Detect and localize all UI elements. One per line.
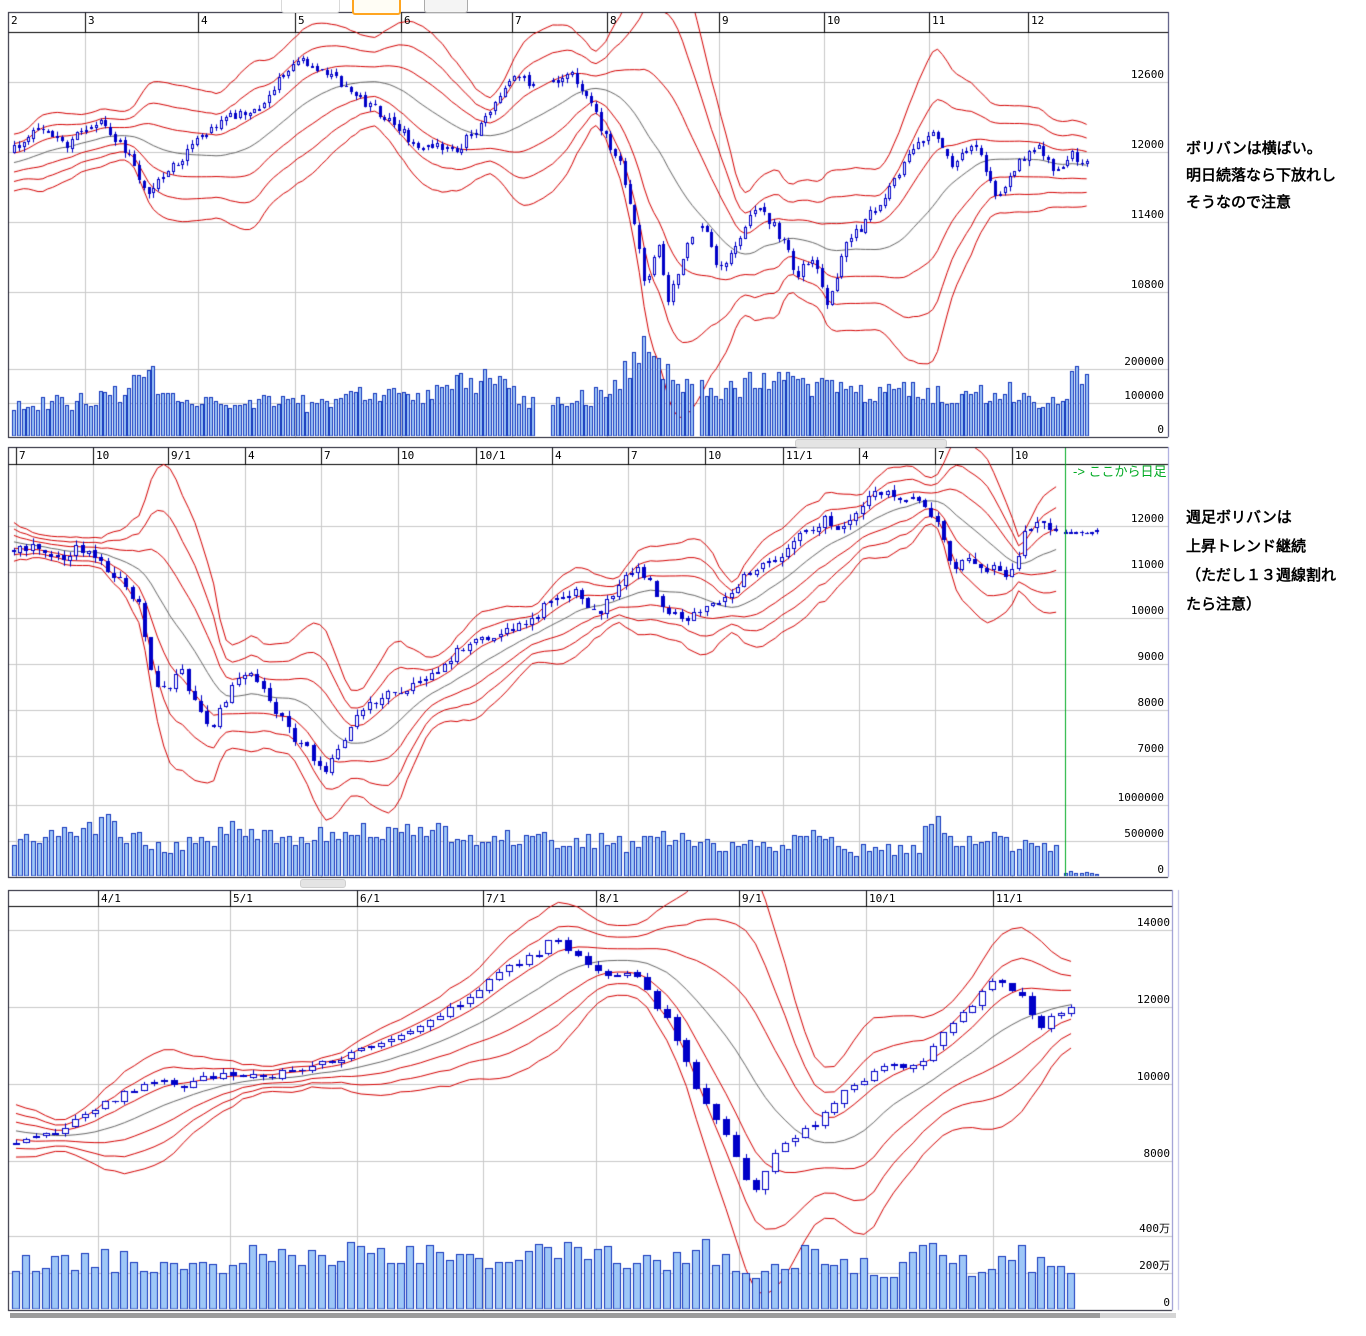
x-axis-tick-label: 4: [862, 449, 869, 462]
price-axis-tick-label: 12000: [1130, 512, 1164, 525]
x-axis-tick-label: 7: [631, 449, 638, 462]
volume-axis-tick-label: 0: [1163, 1296, 1170, 1309]
x-axis-tick-label: 5: [298, 14, 305, 27]
x-axis-tick-label: 3: [88, 14, 95, 27]
volume-axis-tick-label: 500000: [1124, 827, 1164, 840]
volume-axis-tick-label: 1000000: [1117, 791, 1164, 804]
x-axis-tick-label: 8: [610, 14, 617, 27]
x-axis-tick-label: 11/1: [996, 892, 1023, 905]
daily-note: ボリバンは横ばい。 明日続落なら下放れし そうなので注意: [1186, 135, 1336, 216]
x-axis-tick-label: 10: [1015, 449, 1029, 462]
x-axis-tick-label: 4: [248, 449, 255, 462]
volume-axis-tick-label: 0: [1157, 423, 1164, 436]
price-axis-tick-label: 10000: [1130, 604, 1164, 617]
chart3-scrollbar-track: [1100, 1313, 1176, 1318]
x-axis-tick-label: 12: [1031, 14, 1045, 27]
x-axis-tick-label: 8/1: [599, 892, 619, 905]
chart3-scrollbar[interactable]: [10, 1313, 1100, 1318]
weekly-note-line-1: 週足ボリバンは: [1186, 509, 1292, 526]
x-axis-tick-label: 6: [404, 14, 411, 27]
x-axis-tick-label: 6/1: [360, 892, 380, 905]
x-axis-tick-label: 7/1: [486, 892, 506, 905]
x-axis-tick-label: 10/1: [479, 449, 506, 462]
toolbar-button-2[interactable]: [352, 0, 401, 15]
volume-axis-tick-label: 400万: [1139, 1222, 1170, 1235]
weekly-note-line-2: 上昇トレンド継続: [1186, 538, 1307, 555]
weekly-note-line-4: たら注意）: [1186, 596, 1262, 613]
x-axis-tick-label: 11: [932, 14, 946, 27]
price-axis-tick-label: 8000: [1137, 696, 1165, 709]
volume-axis-tick-label: 200000: [1124, 355, 1164, 368]
price-axis-tick-label: 7000: [1137, 742, 1165, 755]
price-axis-tick-label: 10800: [1130, 278, 1164, 291]
volume-axis-tick-label: 100000: [1124, 389, 1164, 402]
x-axis-tick-label: 4: [201, 14, 208, 27]
weekly-note: 週足ボリバンは 上昇トレンド継続 （ただし１３週線割れ たら注意）: [1186, 503, 1336, 619]
x-axis-tick-label: 2: [11, 14, 18, 27]
x-axis-tick-label: 7: [938, 449, 945, 462]
volume-axis-tick-label: 0: [1157, 863, 1164, 876]
toolbar-button-1[interactable]: [281, 0, 340, 13]
price-axis-tick-label: 12000: [1136, 993, 1170, 1006]
price-axis-tick-label: 9000: [1137, 650, 1165, 663]
price-axis-tick-label: 12000: [1130, 138, 1164, 151]
x-axis-tick-label: 7: [515, 14, 522, 27]
volume-axis-tick-label: 200万: [1139, 1259, 1170, 1272]
price-axis-tick-label: 14000: [1136, 916, 1170, 929]
x-axis-tick-label: 9/1: [742, 892, 762, 905]
price-axis-tick-label: 12600: [1130, 68, 1164, 81]
weekly-note-line-3: （ただし１３週線割れ: [1186, 567, 1337, 584]
x-axis-tick-label: 10: [96, 449, 110, 462]
x-axis-tick-label: 5/1: [233, 892, 253, 905]
daily-note-line-3: そうなので注意: [1186, 194, 1292, 211]
price-axis-tick-label: 11000: [1130, 558, 1164, 571]
x-axis-tick-label: 9/1: [171, 449, 191, 462]
x-axis-tick-label: 10: [401, 449, 415, 462]
x-axis-tick-label: 10: [827, 14, 841, 27]
daily-switch-label: -> ここから日足: [1073, 464, 1167, 479]
x-axis-tick-label: 4: [555, 449, 562, 462]
daily-note-line-2: 明日続落なら下放れし: [1186, 167, 1337, 184]
chart2-scrollbar-thumb[interactable]: [300, 879, 346, 888]
x-axis-tick-label: 9: [722, 14, 729, 27]
x-axis-tick-label: 11/1: [786, 449, 813, 462]
price-axis-tick-label: 8000: [1143, 1147, 1171, 1160]
x-axis-tick-label: 10: [708, 449, 722, 462]
toolbar-button-3[interactable]: [424, 0, 468, 13]
price-axis-tick-label: 11400: [1130, 208, 1164, 221]
x-axis-tick-label: 4/1: [101, 892, 121, 905]
price-axis-tick-label: 10000: [1136, 1070, 1170, 1083]
x-axis-tick-label: 10/1: [869, 892, 896, 905]
daily-note-line-1: ボリバンは横ばい。: [1186, 140, 1322, 157]
x-axis-tick-label: 7: [19, 449, 26, 462]
x-axis-tick-label: 7: [324, 449, 331, 462]
chart1-scrollbar-thumb[interactable]: [795, 439, 947, 448]
